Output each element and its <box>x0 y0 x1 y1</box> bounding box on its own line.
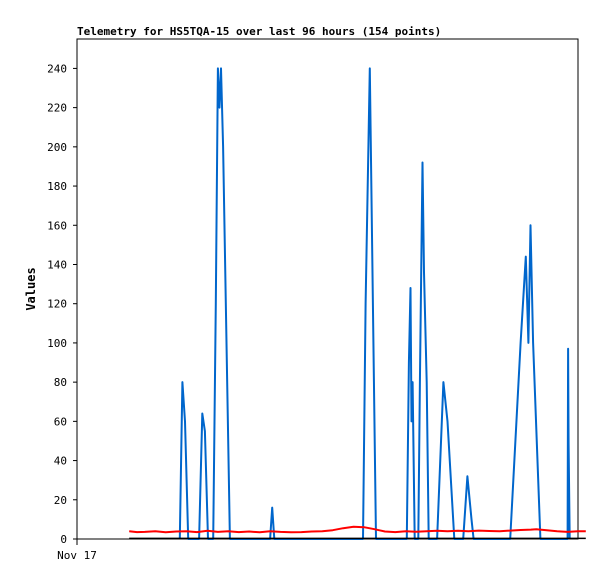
y-tick-label: 180 <box>47 180 67 193</box>
y-tick-label: 120 <box>47 298 67 311</box>
y-tick-label: 20 <box>54 494 67 507</box>
y-axis-label: Values <box>24 267 38 310</box>
plot-frame <box>76 38 579 540</box>
x-tick-label: Nov 17 <box>57 549 97 562</box>
chart-title: Telemetry for HS5TQA-15 over last 96 hou… <box>77 25 441 38</box>
series-layer <box>129 67 586 540</box>
y-tick-label: 140 <box>47 258 67 271</box>
y-tick-label: 0 <box>60 533 67 546</box>
x-axis-ticks: Nov 17 <box>57 539 97 562</box>
y-tick-label: 60 <box>54 415 67 428</box>
y-tick-label: 200 <box>47 141 67 154</box>
series-line-2 <box>129 525 586 534</box>
y-tick-label: 100 <box>47 337 67 350</box>
y-tick-label: 220 <box>47 102 67 115</box>
series-line-1 <box>178 67 571 540</box>
y-tick-label: 240 <box>47 62 67 75</box>
y-tick-label: 40 <box>54 455 67 468</box>
y-axis-ticks: 0 20 40 60 80 100 120 140 160 180 200 220 240 <box>47 62 77 546</box>
y-tick-label: 80 <box>54 376 67 389</box>
y-tick-label: 160 <box>47 219 67 232</box>
